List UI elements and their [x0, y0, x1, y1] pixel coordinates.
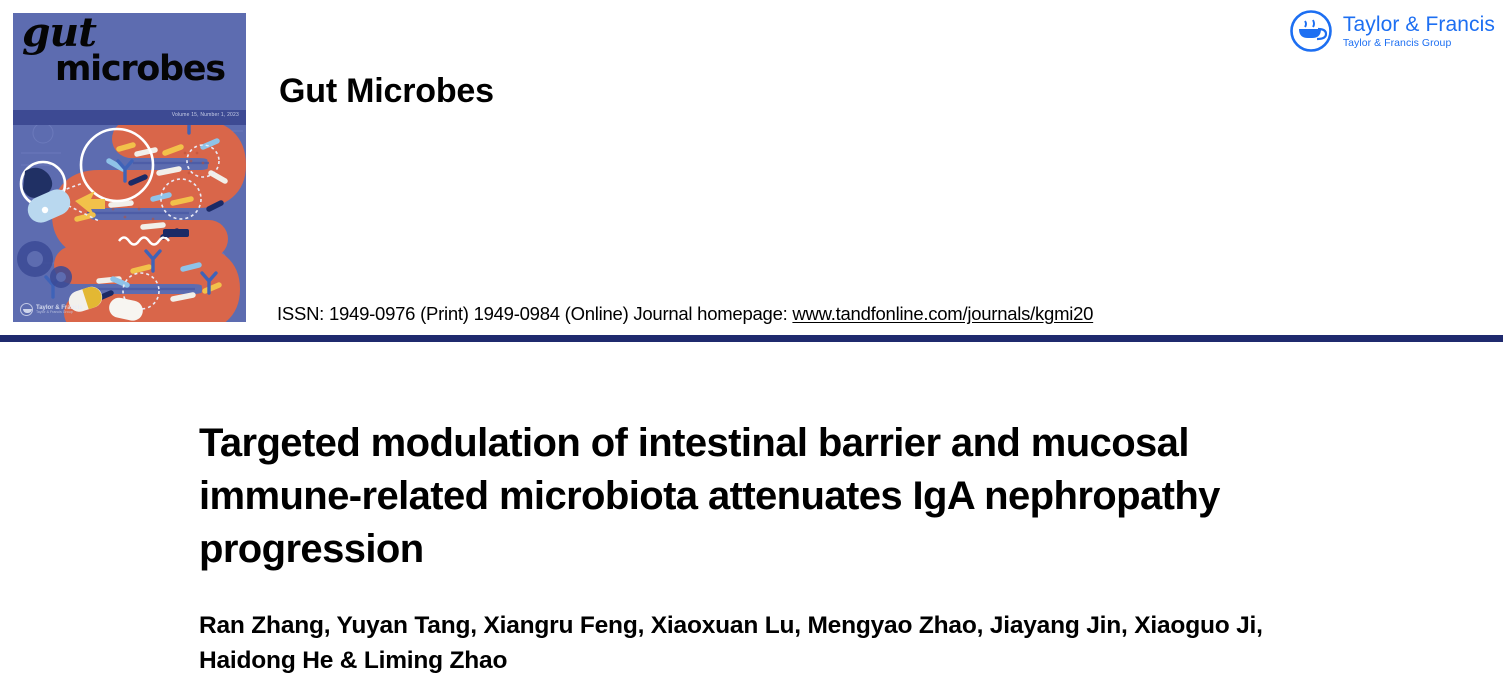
- cover-publisher-name: Taylor & Francis: [36, 304, 83, 311]
- cover-volume-text: Volume 15, Number 1, 2023: [171, 112, 239, 118]
- article-authors: Ran Zhang, Yuyan Tang, Xiangru Feng, Xia…: [199, 612, 1263, 674]
- issn-homepage-line: ISSN: 1949-0976 (Print) 1949-0984 (Onlin…: [277, 303, 1093, 325]
- cover-publisher-group: Taylor & Francis Group: [36, 309, 73, 314]
- header-divider-rule: [0, 335, 1503, 342]
- issn-text: ISSN: 1949-0976 (Print) 1949-0984 (Onlin…: [277, 303, 793, 324]
- journal-header: Volume 15, Number 1, 2023 gut microbes T…: [0, 0, 1503, 335]
- cover-volume-band: Volume 15, Number 1, 2023: [13, 110, 246, 125]
- cover-publisher-badge: Taylor & Francis Taylor & Francis Group: [20, 303, 83, 316]
- journal-title: Gut Microbes: [279, 72, 494, 110]
- publisher-logo-name: Taylor & Francis: [1342, 12, 1495, 36]
- article-title: Targeted modulation of intestinal barrie…: [199, 420, 1220, 571]
- journal-homepage-link[interactable]: www.tandfonline.com/journals/kgmi20: [792, 303, 1094, 324]
- journal-cover-thumbnail[interactable]: Volume 15, Number 1, 2023 gut microbes T…: [13, 13, 246, 322]
- cover-illustration: [13, 13, 246, 322]
- publisher-logo-group: Taylor & Francis Group: [1342, 36, 1452, 49]
- publisher-logo[interactable]: Taylor & Francis Taylor & Francis Group: [1288, 8, 1495, 54]
- lamp-icon: [20, 303, 33, 316]
- taylor-francis-lamp-icon: [1290, 10, 1332, 52]
